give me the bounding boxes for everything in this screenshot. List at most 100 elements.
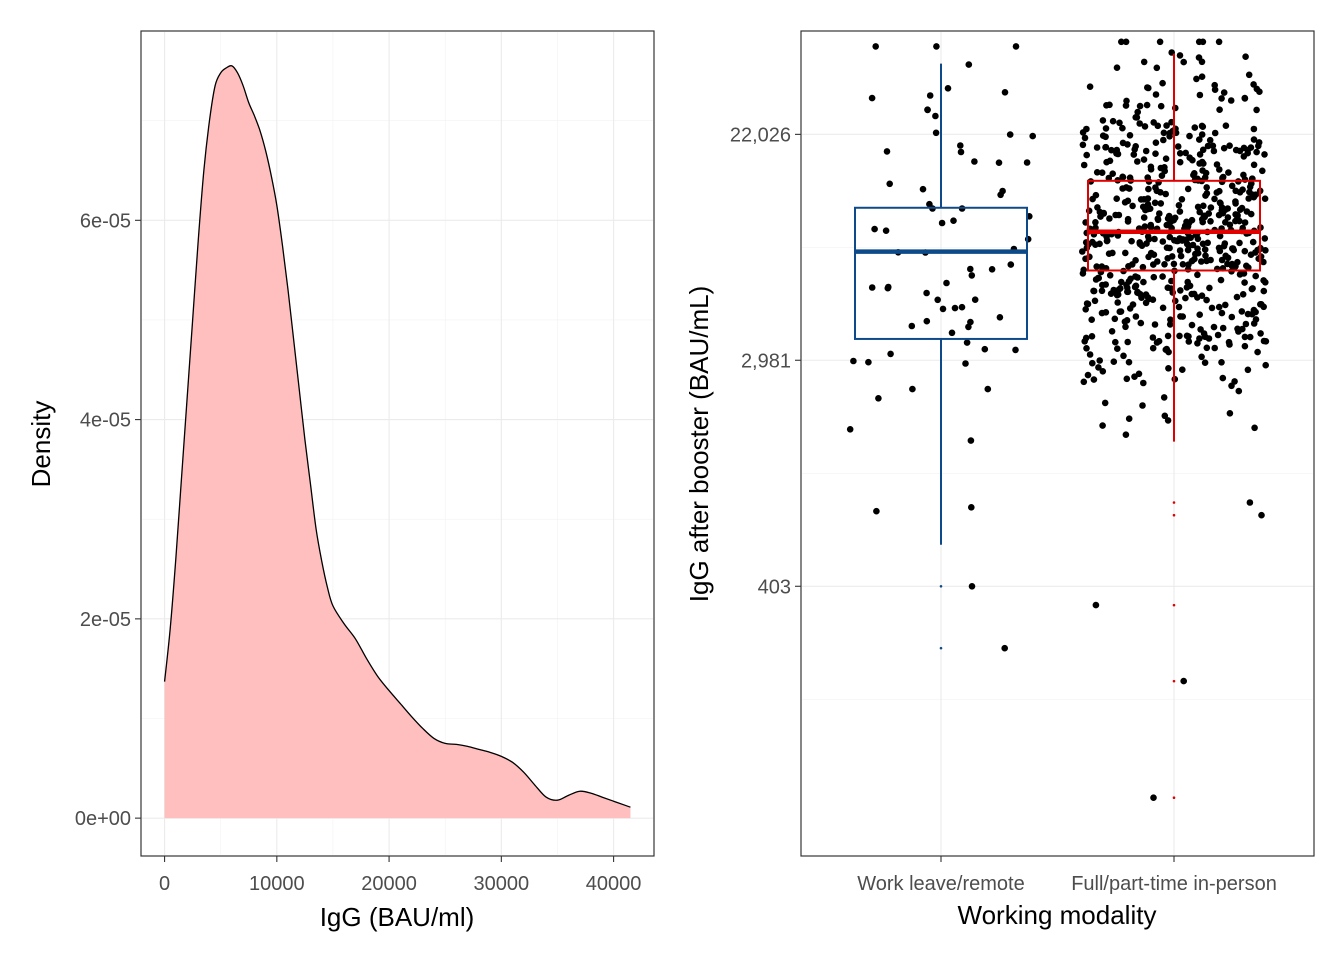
jitter-point	[1012, 43, 1020, 50]
jitter-point	[1151, 321, 1159, 328]
jitter-point	[1222, 301, 1229, 309]
jitter-point	[1109, 117, 1117, 125]
jitter-point	[908, 322, 916, 330]
density-area	[164, 65, 631, 819]
jitter-point	[1234, 212, 1241, 219]
jitter-point	[1140, 156, 1148, 163]
jitter-point	[1147, 163, 1155, 171]
jitter-point	[1012, 346, 1019, 354]
jitter-point	[1225, 338, 1233, 346]
jitter-point	[1092, 601, 1100, 609]
jitter-point	[1180, 677, 1187, 685]
jitter-point	[1105, 250, 1113, 257]
jitter-point	[1124, 288, 1132, 296]
jitter-point	[1164, 332, 1172, 340]
outlier-point	[1172, 603, 1176, 607]
jitter-point	[1107, 290, 1115, 298]
jitter-point	[1129, 202, 1136, 210]
jitter-point	[1170, 260, 1178, 268]
jitter-point	[1151, 235, 1158, 243]
jitter-point	[1118, 278, 1125, 286]
jitter-point	[1151, 199, 1159, 207]
jitter-point	[1133, 114, 1141, 121]
jitter-point	[1259, 167, 1266, 175]
jitter-point	[1260, 287, 1268, 295]
jitter-point	[1236, 206, 1244, 213]
jitter-point	[1246, 499, 1254, 506]
jitter-point	[995, 159, 1003, 166]
jitter-point	[1202, 252, 1209, 259]
jitter-points	[846, 38, 1270, 801]
jitter-point	[1088, 316, 1095, 324]
jitter-point	[1102, 143, 1110, 151]
jitter-point	[1224, 254, 1232, 262]
jitter-point	[1195, 54, 1203, 61]
jitter-point	[1080, 266, 1087, 274]
jitter-point	[1176, 235, 1183, 242]
jitter-point	[1117, 285, 1124, 292]
jitter-point	[1094, 204, 1101, 211]
jitter-point	[1236, 217, 1243, 225]
jitter-point	[962, 360, 969, 367]
jitter-point	[1261, 195, 1269, 202]
jitter-point	[1164, 417, 1172, 424]
jitter-point	[1251, 424, 1258, 432]
jitter-point	[1174, 143, 1182, 150]
jitter-point	[1093, 263, 1100, 270]
jitter-point	[957, 142, 964, 149]
jitter-point	[1160, 394, 1168, 401]
jitter-point	[1180, 58, 1187, 66]
jitter-point	[1189, 156, 1196, 164]
jitter-point	[1171, 214, 1179, 222]
jitter-point	[1175, 303, 1183, 311]
jitter-point	[1080, 161, 1088, 169]
jitter-point	[884, 284, 892, 292]
jitter-point	[1086, 351, 1094, 358]
jitter-point	[1216, 106, 1223, 113]
jitter-point	[1156, 38, 1164, 46]
jitter-point	[1144, 195, 1152, 202]
jitter-point	[1142, 147, 1150, 155]
jitter-point	[1239, 325, 1246, 333]
jitter-point	[1175, 202, 1183, 209]
jitter-point	[1183, 284, 1191, 291]
jitter-point	[1248, 180, 1255, 187]
jitter-point	[1200, 330, 1208, 337]
jitter-point	[1124, 218, 1132, 225]
jitter-point	[1211, 129, 1219, 137]
jitter-point	[1220, 89, 1228, 96]
jitter-point	[1095, 274, 1102, 282]
jitter-point	[1140, 58, 1148, 66]
jitter-point	[1090, 287, 1098, 295]
jitter-point	[1101, 399, 1109, 407]
outlier-point	[939, 584, 943, 588]
jitter-point	[1211, 344, 1218, 352]
jitter-point	[1234, 325, 1241, 333]
jitter-point	[1184, 278, 1191, 286]
jitter-point	[1218, 95, 1225, 102]
jitter-point	[1250, 161, 1258, 169]
jitter-point	[1159, 238, 1167, 245]
jitter-point	[1144, 84, 1151, 91]
jitter-point	[1108, 328, 1116, 335]
jitter-point	[1260, 277, 1267, 284]
jitter-point	[1144, 201, 1152, 208]
jitter-point	[1111, 315, 1119, 323]
jitter-point	[1172, 297, 1179, 305]
jitter-point	[1254, 348, 1261, 356]
jitter-point	[1244, 366, 1252, 374]
jitter-point	[1093, 169, 1101, 176]
jitter-point	[924, 106, 931, 114]
jitter-point	[1145, 185, 1152, 193]
jitter-point	[1159, 79, 1166, 87]
density-y-tick-label: 4e-05	[80, 410, 131, 432]
jitter-point	[1137, 196, 1145, 203]
jitter-point	[1202, 169, 1210, 177]
jitter-point	[1140, 379, 1147, 387]
jitter-point	[1130, 151, 1138, 158]
jitter-point	[1252, 272, 1259, 280]
jitter-point	[1136, 120, 1143, 127]
jitter-point	[1141, 223, 1149, 230]
jitter-point	[1156, 210, 1163, 217]
jitter-point	[1199, 240, 1207, 248]
